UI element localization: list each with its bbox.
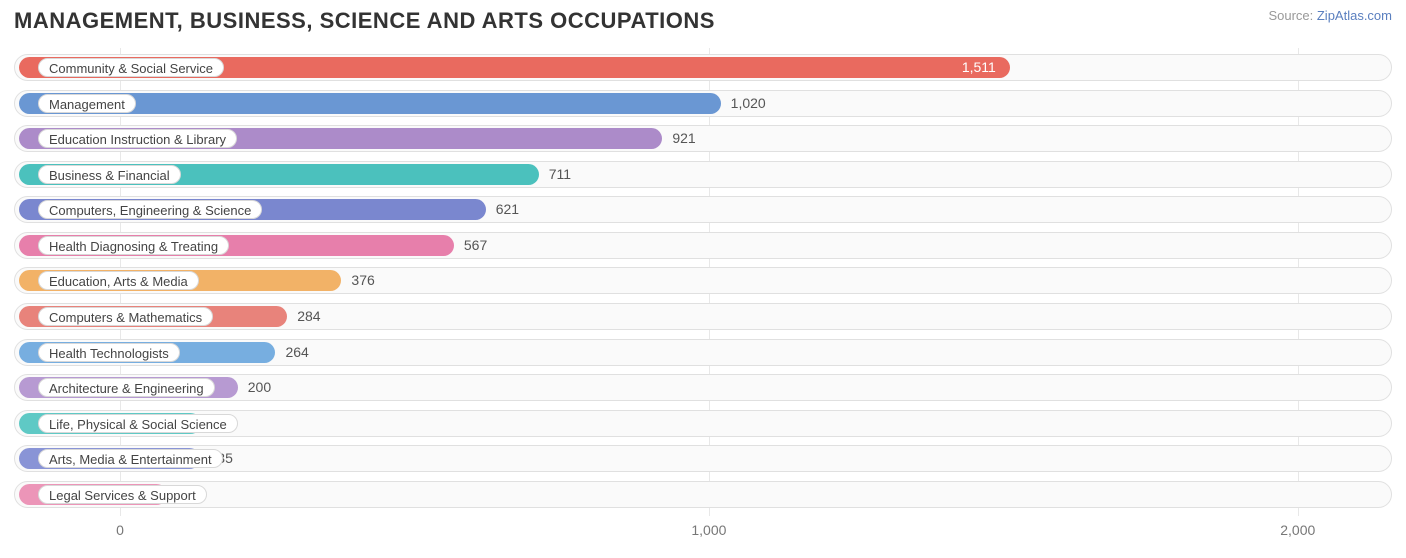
chart-title: MANAGEMENT, BUSINESS, SCIENCE AND ARTS O… <box>14 8 715 34</box>
bar-row: 135Arts, Media & Entertainment <box>14 443 1392 474</box>
bar-value: 1,020 <box>731 95 766 111</box>
chart-area: 0 1,000 2,000 1,511 Community & Social Serv… <box>14 48 1392 538</box>
bar-value: 200 <box>248 379 271 395</box>
bar-value: 621 <box>496 201 519 217</box>
bar-row: 200 Architecture & Engineering <box>14 372 1392 403</box>
chart-header: MANAGEMENT, BUSINESS, SCIENCE AND ARTS O… <box>14 8 1392 34</box>
chart-source: Source: ZipAtlas.com <box>1268 8 1392 23</box>
bar-row: 137Life, Physical & Social Science <box>14 408 1392 439</box>
bar-track <box>14 481 1392 508</box>
bar-category-label: Architecture & Engineering <box>38 378 215 397</box>
bar-row: 921 Education Instruction & Library <box>14 123 1392 154</box>
bar-category-label: Legal Services & Support <box>38 485 207 504</box>
bar-category-label: Computers, Engineering & Science <box>38 200 262 219</box>
bar-value: 567 <box>464 237 487 253</box>
bar-row: 711 Business & Financial <box>14 159 1392 190</box>
source-prefix: Source: <box>1268 8 1316 23</box>
bar-category-label: Business & Financial <box>38 165 181 184</box>
bar-value: 1,511 <box>962 59 996 75</box>
x-axis: 0 1,000 2,000 <box>14 514 1392 538</box>
bar-category-label: Education, Arts & Media <box>38 271 199 290</box>
bar-value: 376 <box>351 272 374 288</box>
bar-category-label: Management <box>38 94 136 113</box>
x-tick-label: 1,000 <box>691 522 726 538</box>
bar-value: 921 <box>672 130 695 146</box>
bar-row: 376 Education, Arts & Media <box>14 265 1392 296</box>
bars-region: 1,511 Community & Social Service 1,020 Mana… <box>14 52 1392 510</box>
bar-value: 284 <box>297 308 320 324</box>
bar-category-label: Education Instruction & Library <box>38 129 237 148</box>
bar-row: 1,020 Management <box>14 88 1392 119</box>
x-tick-label: 0 <box>116 522 124 538</box>
bar-category-label: Life, Physical & Social Science <box>38 414 238 433</box>
bar-category-label: Community & Social Service <box>38 58 224 77</box>
bar-category-label: Health Diagnosing & Treating <box>38 236 229 255</box>
bar-row: 264 Health Technologists <box>14 337 1392 368</box>
bar-value: 711 <box>549 166 571 182</box>
bar-row: 567 Health Diagnosing & Treating <box>14 230 1392 261</box>
chart-container: MANAGEMENT, BUSINESS, SCIENCE AND ARTS O… <box>0 0 1406 558</box>
bar-row: 1,511 Community & Social Service <box>14 52 1392 83</box>
bar-category-label: Computers & Mathematics <box>38 307 213 326</box>
bar-row: 284 Computers & Mathematics <box>14 301 1392 332</box>
bar-category-label: Arts, Media & Entertainment <box>38 449 223 468</box>
source-brand: ZipAtlas.com <box>1317 8 1392 23</box>
x-tick-label: 2,000 <box>1280 522 1315 538</box>
bar-value: 264 <box>285 344 308 360</box>
bar-row: 621 Computers, Engineering & Science <box>14 194 1392 225</box>
bar-category-label: Health Technologists <box>38 343 180 362</box>
bar-row: 79Legal Services & Support <box>14 479 1392 510</box>
